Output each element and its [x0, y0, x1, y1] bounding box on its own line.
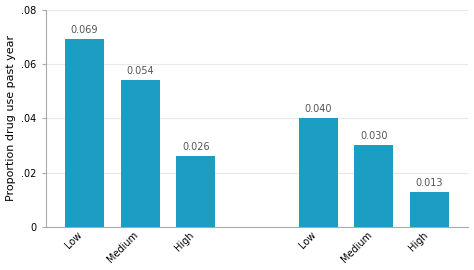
- Text: 0.026: 0.026: [182, 142, 210, 152]
- Text: 0.040: 0.040: [304, 104, 332, 114]
- Bar: [355, 146, 393, 227]
- Bar: [410, 192, 449, 227]
- Text: 0.069: 0.069: [71, 25, 98, 35]
- Text: 0.013: 0.013: [416, 178, 443, 188]
- Bar: [299, 118, 337, 227]
- Bar: [121, 80, 160, 227]
- Text: 0.054: 0.054: [126, 66, 154, 76]
- Bar: [65, 39, 104, 227]
- Text: 0.030: 0.030: [360, 131, 388, 141]
- Bar: [176, 156, 215, 227]
- Y-axis label: Proportion drug use past year: Proportion drug use past year: [6, 35, 16, 201]
